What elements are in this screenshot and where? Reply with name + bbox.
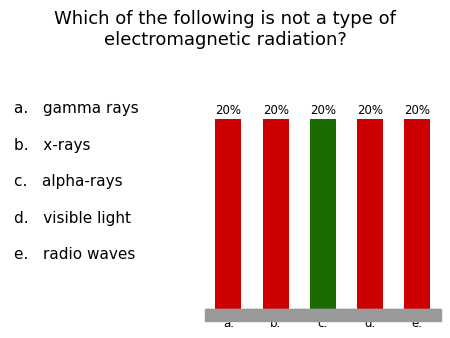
Bar [405, 119, 430, 309]
Bar [216, 119, 241, 309]
Text: d.   visible light: d. visible light [14, 211, 130, 226]
Bar [357, 119, 383, 309]
Text: b.   x-rays: b. x-rays [14, 138, 90, 153]
Text: 20%: 20% [405, 104, 430, 117]
Bar [205, 309, 441, 323]
Bar [205, 309, 441, 321]
Text: 20%: 20% [216, 104, 241, 117]
Bar [310, 119, 336, 309]
Text: a.   gamma rays: a. gamma rays [14, 101, 138, 116]
Text: Which of the following is not a type of
electromagnetic radiation?: Which of the following is not a type of … [54, 10, 396, 49]
Bar [263, 119, 288, 309]
Text: 20%: 20% [263, 104, 288, 117]
Text: e.   radio waves: e. radio waves [14, 247, 135, 262]
Text: c.   alpha-rays: c. alpha-rays [14, 174, 122, 189]
Text: 20%: 20% [310, 104, 336, 117]
Text: 20%: 20% [357, 104, 383, 117]
